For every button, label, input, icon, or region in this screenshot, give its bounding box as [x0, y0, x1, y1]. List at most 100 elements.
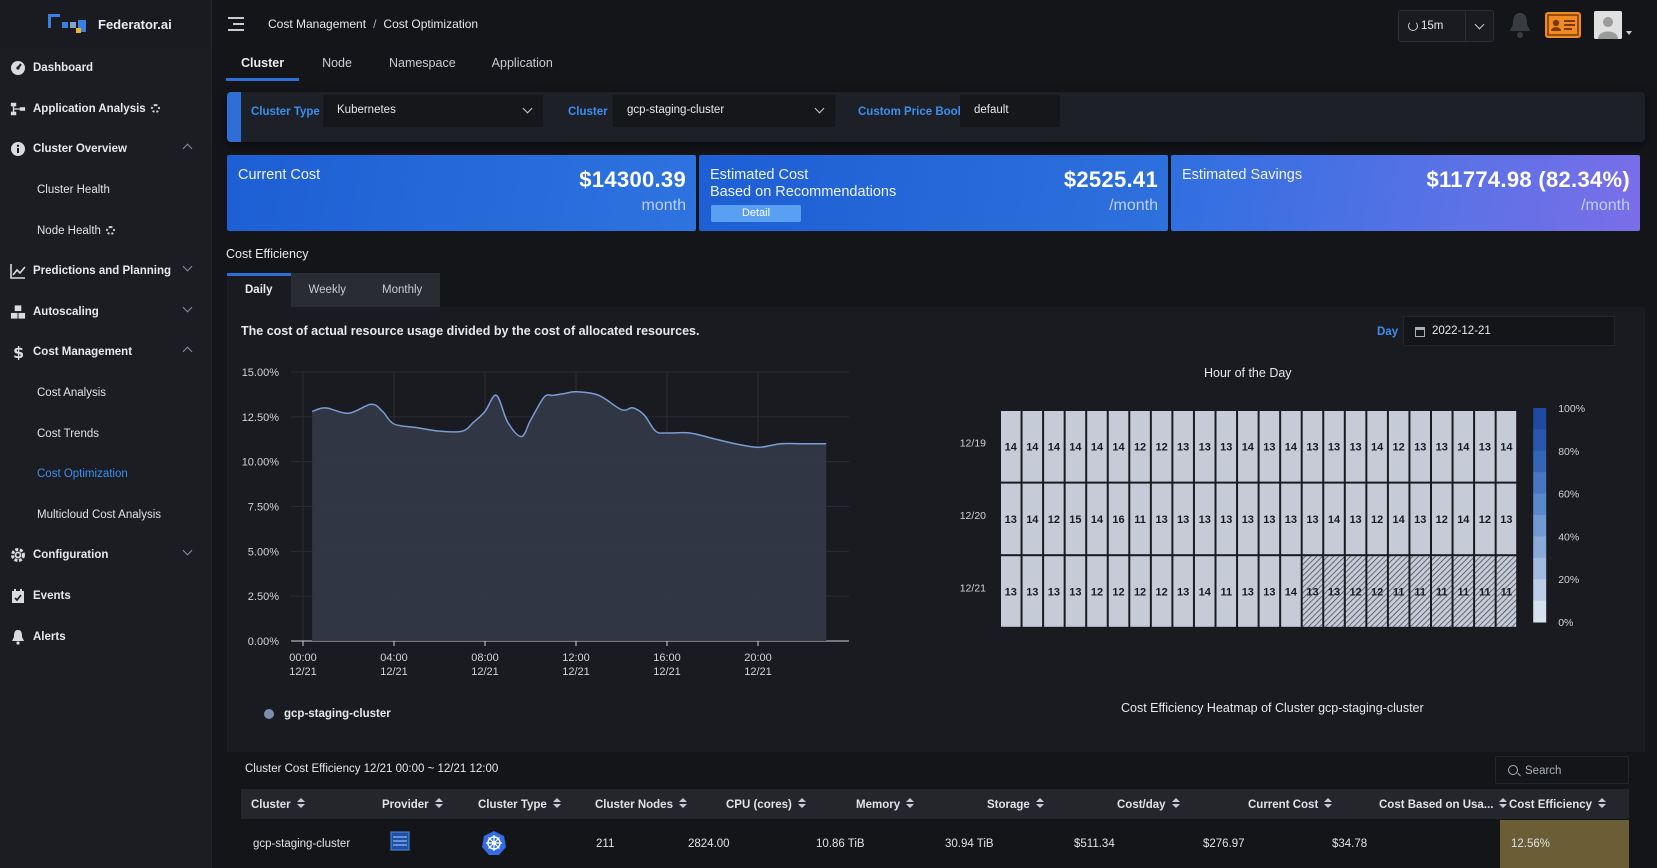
tab-node[interactable]: Node	[322, 56, 352, 70]
search-input[interactable]: Search	[1495, 756, 1629, 784]
heatmap-cell[interactable]	[1065, 556, 1086, 627]
heatmap-cell[interactable]	[1475, 411, 1495, 482]
heatmap-cell[interactable]	[1065, 483, 1086, 555]
heatmap-cell[interactable]	[1151, 556, 1172, 627]
sidebar-item-dashboard[interactable]: Dashboard	[0, 48, 211, 89]
heatmap-cell[interactable]	[1130, 483, 1150, 555]
refresh-interval-select[interactable]: 15m	[1398, 10, 1494, 42]
heatmap-cell[interactable]	[1022, 411, 1043, 482]
sidebar-item-autoscaling[interactable]: Autoscaling	[0, 292, 211, 333]
heatmap-cell[interactable]	[1022, 483, 1043, 555]
heatmap-cell[interactable]	[1453, 411, 1474, 482]
tab-application[interactable]: Application	[491, 56, 553, 70]
tab-namespace[interactable]: Namespace	[388, 56, 456, 70]
column-header-cost-based-on-usage[interactable]: Cost Based on Usa...	[1379, 798, 1508, 811]
heatmap-cell[interactable]	[1173, 556, 1193, 627]
heatmap-cell[interactable]	[1388, 556, 1409, 627]
menu-toggle-icon[interactable]	[228, 17, 244, 31]
sidebar-item-predictions-and-planning[interactable]: Predictions and Planning	[0, 251, 211, 292]
column-header-cost-efficiency[interactable]: Cost Efficiency	[1509, 798, 1607, 811]
heatmap-cell[interactable]	[1367, 483, 1387, 555]
heatmap-cell[interactable]	[1001, 483, 1021, 555]
heatmap-cell[interactable]	[1324, 411, 1344, 482]
heatmap-cell[interactable]	[1388, 411, 1409, 482]
heatmap-cell[interactable]	[1302, 483, 1323, 555]
heatmap-cell[interactable]	[1259, 556, 1280, 627]
caret-down-icon[interactable]	[1626, 31, 1632, 35]
heatmap-cell[interactable]	[1324, 483, 1344, 555]
sidebar-item-configuration[interactable]: Configuration	[0, 535, 211, 576]
heatmap-cell[interactable]	[1432, 411, 1452, 482]
heatmap-cell[interactable]	[1044, 411, 1064, 482]
heatmap-cell[interactable]	[1367, 556, 1387, 627]
heatmap-cell[interactable]	[1475, 483, 1495, 555]
heatmap-cell[interactable]	[1130, 556, 1150, 627]
heatmap-cell[interactable]	[1302, 411, 1323, 482]
heatmap-cell[interactable]	[1367, 411, 1387, 482]
heatmap-cell[interactable]	[1281, 411, 1301, 482]
cluster-select[interactable]: gcp-staging-cluster	[613, 95, 835, 127]
heatmap-cell[interactable]	[1173, 483, 1193, 555]
heatmap-cell[interactable]	[1087, 483, 1107, 555]
heatmap-cell[interactable]	[1496, 483, 1517, 555]
sidebar-item-application-analysis[interactable]: Application Analysis	[0, 89, 211, 130]
heatmap-cell[interactable]	[1345, 556, 1366, 627]
sidebar-item-multicloud-cost-analysis[interactable]: Multicloud Cost Analysis	[0, 495, 211, 536]
column-header-current-cost[interactable]: Current Cost	[1248, 798, 1333, 811]
heatmap-cell[interactable]	[1044, 483, 1064, 555]
column-header-storage[interactable]: Storage	[987, 798, 1044, 811]
tab-cluster[interactable]: Cluster	[226, 48, 300, 81]
heatmap-cell[interactable]	[1410, 411, 1430, 482]
column-header-provider[interactable]: Provider	[382, 798, 443, 811]
heatmap-cell[interactable]	[1475, 556, 1495, 627]
sidebar-item-cost-analysis[interactable]: Cost Analysis	[0, 373, 211, 414]
heatmap-cell[interactable]	[1216, 483, 1237, 555]
column-header-cluster-nodes[interactable]: Cluster Nodes	[595, 798, 687, 811]
heatmap-cell[interactable]	[1194, 411, 1215, 482]
series-line[interactable]	[311, 390, 827, 449]
heatmap-cell[interactable]	[1108, 411, 1129, 482]
heatmap-cell[interactable]	[1324, 556, 1344, 627]
column-header-cpu[interactable]: CPU (cores)	[726, 798, 806, 811]
column-header-memory[interactable]: Memory	[856, 798, 915, 811]
heatmap-cell[interactable]	[1173, 411, 1193, 482]
cluster-type-select[interactable]: Kubernetes	[323, 95, 543, 127]
heatmap-cell[interactable]	[1238, 483, 1258, 555]
heatmap-cell[interactable]	[1130, 411, 1150, 482]
heatmap-cell[interactable]	[1496, 556, 1517, 627]
heatmap-cell[interactable]	[1216, 556, 1237, 627]
heatmap-cell[interactable]	[1281, 556, 1301, 627]
heatmap-cell[interactable]	[1345, 411, 1366, 482]
breadcrumb-item[interactable]: Cost Management	[268, 17, 367, 31]
heatmap-cell[interactable]	[1087, 411, 1107, 482]
heatmap-cell[interactable]	[1194, 483, 1215, 555]
heatmap-cell[interactable]	[1044, 556, 1064, 627]
sidebar-item-cost-trends[interactable]: Cost Trends	[0, 413, 211, 454]
heatmap-cell[interactable]	[1388, 483, 1409, 555]
brand[interactable]: Federator.ai	[0, 0, 211, 48]
heatmap-cell[interactable]	[1410, 556, 1430, 627]
heatmap-cell[interactable]	[1108, 483, 1129, 555]
price-book-select[interactable]: default	[960, 95, 1060, 127]
heatmap-cell[interactable]	[1453, 556, 1474, 627]
heatmap-cell[interactable]	[1108, 556, 1129, 627]
heatmap-cell[interactable]	[1281, 483, 1301, 555]
user-avatar-icon[interactable]	[1594, 11, 1622, 39]
sidebar-item-cluster-health[interactable]: Cluster Health	[0, 170, 211, 211]
sidebar-item-alerts[interactable]: Alerts	[0, 616, 211, 657]
sidebar-item-cost-optimization[interactable]: Cost Optimization	[0, 454, 211, 495]
heatmap-cell[interactable]	[1151, 483, 1172, 555]
heatmap-cell[interactable]	[1259, 483, 1280, 555]
heatmap-cell[interactable]	[1302, 556, 1323, 627]
tab-daily[interactable]: Daily	[227, 273, 291, 307]
day-date-picker[interactable]: 2022-12-21	[1403, 316, 1615, 346]
heatmap-cell[interactable]	[1238, 556, 1258, 627]
heatmap-cell[interactable]	[1259, 411, 1280, 482]
sidebar-item-cluster-overview[interactable]: Cluster Overview	[0, 129, 211, 170]
heatmap-cell[interactable]	[1238, 411, 1258, 482]
detail-button[interactable]: Detail	[711, 205, 801, 222]
heatmap-cell[interactable]	[1194, 556, 1215, 627]
heatmap-cell[interactable]	[1453, 483, 1474, 555]
heatmap-cell[interactable]	[1410, 483, 1430, 555]
chart-legend[interactable]: gcp-staging-cluster	[264, 708, 391, 720]
